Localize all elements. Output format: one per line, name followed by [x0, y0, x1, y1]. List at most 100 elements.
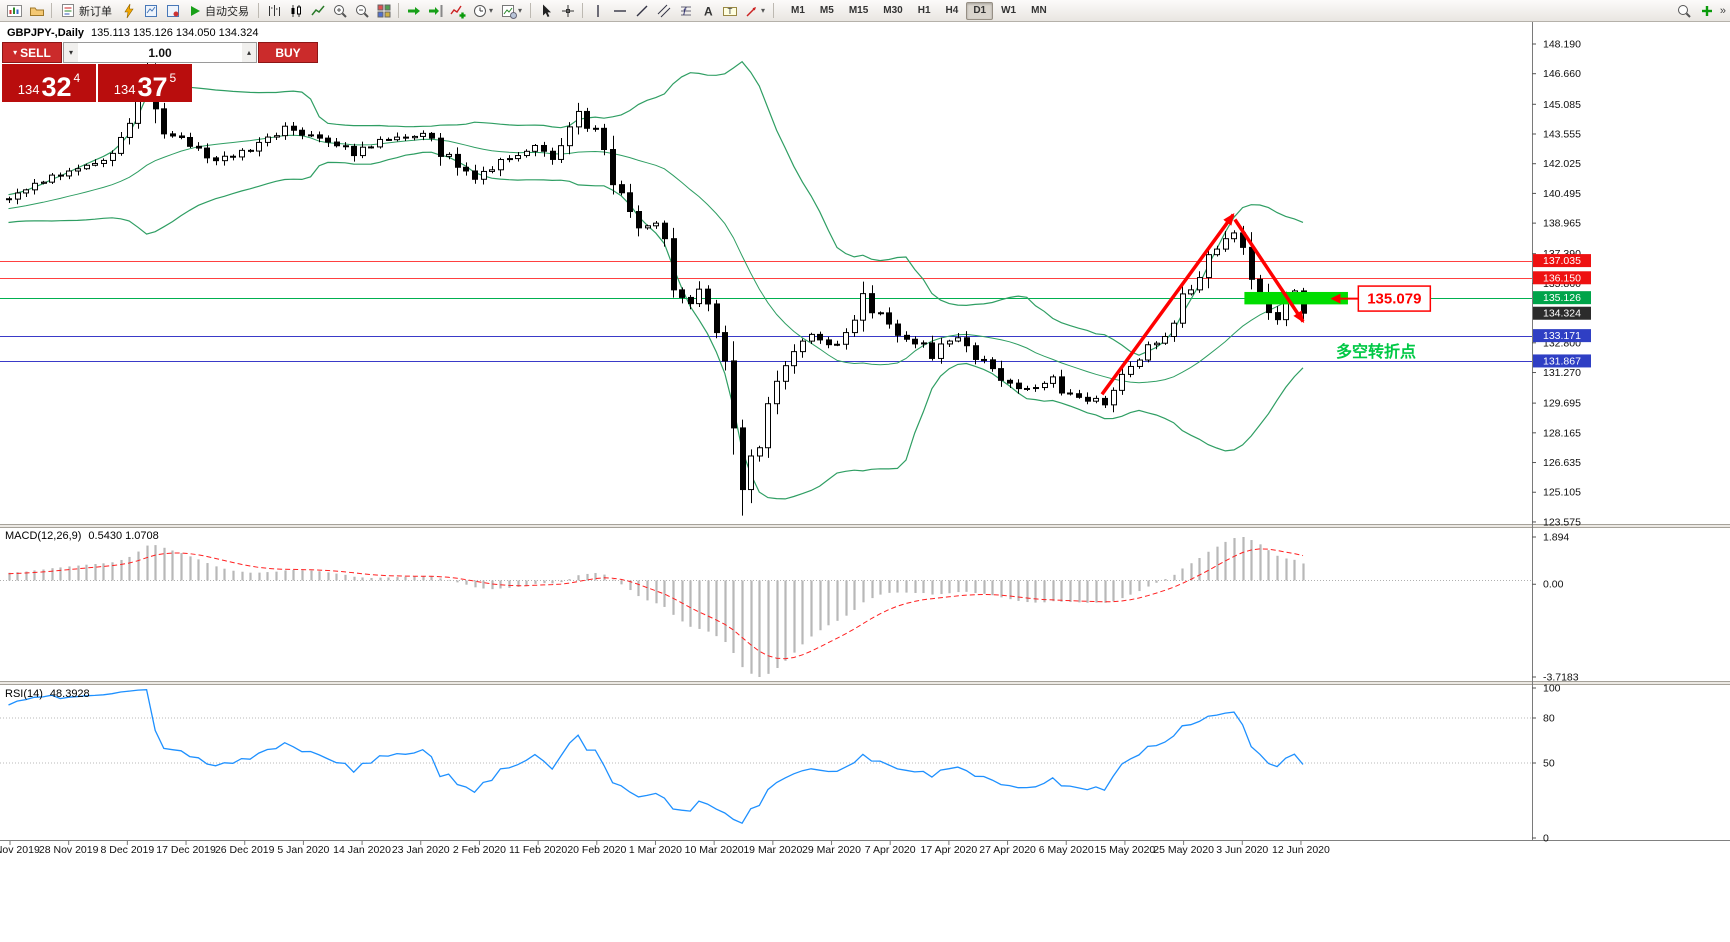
time-axis-label: 8 Dec 2019 [101, 844, 155, 856]
sell-price-base: 134 [17, 82, 40, 97]
zoom-in-icon[interactable] [329, 2, 350, 20]
timeframe-w1-button[interactable]: W1 [1001, 4, 1017, 16]
horizontal-line-tool-icon[interactable] [609, 2, 630, 20]
buy-button-label: BUY [275, 45, 301, 60]
sell-caret-icon: ▾ [13, 48, 18, 57]
supply-zone-rect[interactable] [1244, 291, 1348, 305]
templates-icon[interactable] [498, 2, 519, 20]
macd-tick-label: 0.00 [1543, 579, 1564, 591]
price-tick-label: 128.165 [1543, 427, 1581, 439]
timeframe-m1-button[interactable]: M1 [791, 4, 805, 16]
add-indicator-icon[interactable] [1697, 2, 1718, 20]
time-axis-label: 17 Dec 2019 [156, 844, 216, 856]
rsi-tick-label: 80 [1543, 713, 1555, 725]
auto-scroll-icon[interactable] [403, 2, 424, 20]
time-axis-label: 12 Jun 2020 [1272, 844, 1330, 856]
macd-tick-label: -3.7183 [1543, 672, 1579, 684]
timeframe-m30-button[interactable]: M30 [883, 4, 903, 16]
price-tag-131.867[interactable]: 131.867 [1533, 354, 1591, 368]
bollinger-lower-line [8, 151, 1304, 500]
chart-shift-icon[interactable] [425, 2, 446, 20]
label-tool-icon[interactable]: T [719, 2, 740, 20]
rsi-tick-label: 100 [1543, 683, 1561, 695]
price-callout[interactable]: 135.079 [1330, 285, 1432, 312]
toolbar-overflow-icon[interactable]: » [1719, 4, 1726, 17]
autotrade-button[interactable]: 自动交易 [184, 2, 254, 20]
sell-button[interactable]: ▾ SELL [2, 42, 62, 63]
buy-price-display[interactable]: 134 37 5 [98, 64, 192, 102]
time-axis-label: 3 Jun 2020 [1216, 844, 1268, 856]
autotrade-play-icon [191, 5, 200, 16]
timeframe-h1-button[interactable]: H1 [917, 4, 931, 16]
lightning-icon[interactable] [118, 2, 139, 20]
templates-caret-icon[interactable]: ▾ [518, 6, 523, 15]
new-order-button[interactable]: 新订单 [56, 2, 117, 20]
channel-tool-icon[interactable] [653, 2, 674, 20]
timeframe-mn-button[interactable]: MN [1031, 4, 1047, 16]
timeframe-m5-button[interactable]: M5 [819, 4, 834, 16]
strategy-tester-icon[interactable] [162, 2, 183, 20]
indicators-icon[interactable] [447, 2, 468, 20]
trendline-tool-icon[interactable] [631, 2, 652, 20]
vertical-line-tool-icon[interactable] [587, 2, 608, 20]
sell-price-display[interactable]: 134 32 4 [2, 64, 96, 102]
trend-arrow-down[interactable] [1233, 218, 1305, 324]
periods-caret-icon[interactable]: ▾ [489, 6, 494, 15]
price-tag-135.126[interactable]: 135.126 [1533, 291, 1591, 305]
periods-icon[interactable] [469, 2, 490, 20]
svg-text:T: T [727, 7, 732, 16]
price-tick-label: 123.575 [1543, 516, 1581, 528]
new-chart-icon[interactable] [4, 2, 25, 20]
lot-increase-button[interactable]: ▴ [242, 43, 256, 62]
crosshair-icon[interactable] [557, 2, 578, 20]
expert-advisors-icon[interactable] [140, 2, 161, 20]
time-axis-label: 15 May 2020 [1095, 844, 1156, 856]
toolbar-separator [398, 3, 399, 18]
current-price-tag[interactable]: 134.324 [1533, 306, 1591, 320]
rsi-line [8, 689, 1304, 825]
toolbar-separator [582, 3, 583, 18]
time-axis-label: 28 Nov 2019 [39, 844, 99, 856]
search-icon[interactable] [1674, 2, 1695, 20]
symbol-name: GBPJPY-,Daily [7, 27, 85, 39]
time-axis-label: 23 Jan 2020 [392, 844, 450, 856]
toolbar-separator [258, 3, 259, 18]
timeframe-m15-button[interactable]: M15 [848, 4, 869, 16]
trend-arrow-up[interactable] [1100, 213, 1235, 396]
price-tag-136.150[interactable]: 136.150 [1533, 271, 1591, 285]
text-tool-icon[interactable]: A [697, 2, 718, 20]
toolbar-right-group: » [1674, 2, 1726, 20]
price-tick-label: 142.025 [1543, 158, 1581, 170]
bollinger-bands [8, 60, 1304, 500]
lot-decrease-button[interactable]: ▾ [64, 43, 78, 62]
timeframe-h4-button[interactable]: H4 [945, 4, 959, 16]
bar-chart-mode-icon[interactable] [263, 2, 284, 20]
buy-price-sup: 5 [169, 71, 177, 85]
pane-separator-macd[interactable] [0, 524, 1730, 528]
price-tag-137.035[interactable]: 137.035 [1533, 254, 1591, 267]
rsi-indicator-label: RSI(14) 48.3928 [5, 688, 90, 700]
candlestick-mode-icon[interactable] [285, 2, 306, 20]
buy-button[interactable]: BUY [258, 42, 318, 63]
zoom-out-icon[interactable] [351, 2, 372, 20]
arrows-caret-icon[interactable]: ▾ [761, 6, 766, 15]
autotrade-label: 自动交易 [205, 5, 249, 18]
price-tick-label: 126.635 [1543, 457, 1581, 469]
time-axis-label: 20 Feb 2020 [567, 844, 626, 856]
tile-windows-icon[interactable] [373, 2, 394, 20]
price-tag-133.171[interactable]: 133.171 [1533, 329, 1591, 343]
main-toolbar: 新订单 自动交易 ▾ ▾ f A T ▾ M1 M5 M15 M30 H1 H4 D1 W1 M… [0, 0, 1730, 22]
profiles-icon[interactable] [26, 2, 47, 20]
cursor-icon[interactable] [535, 2, 556, 20]
arrows-tool-icon[interactable] [741, 2, 762, 20]
fibonacci-tool-icon[interactable]: f [675, 2, 696, 20]
macd-tick-label: 1.894 [1543, 532, 1569, 544]
timeframe-d1-button[interactable]: D1 [966, 1, 994, 20]
lot-size-input[interactable] [78, 43, 242, 62]
time-axis-label: 5 Jan 2020 [277, 844, 329, 856]
line-chart-mode-icon[interactable] [307, 2, 328, 20]
pane-separator-rsi[interactable] [0, 681, 1730, 685]
